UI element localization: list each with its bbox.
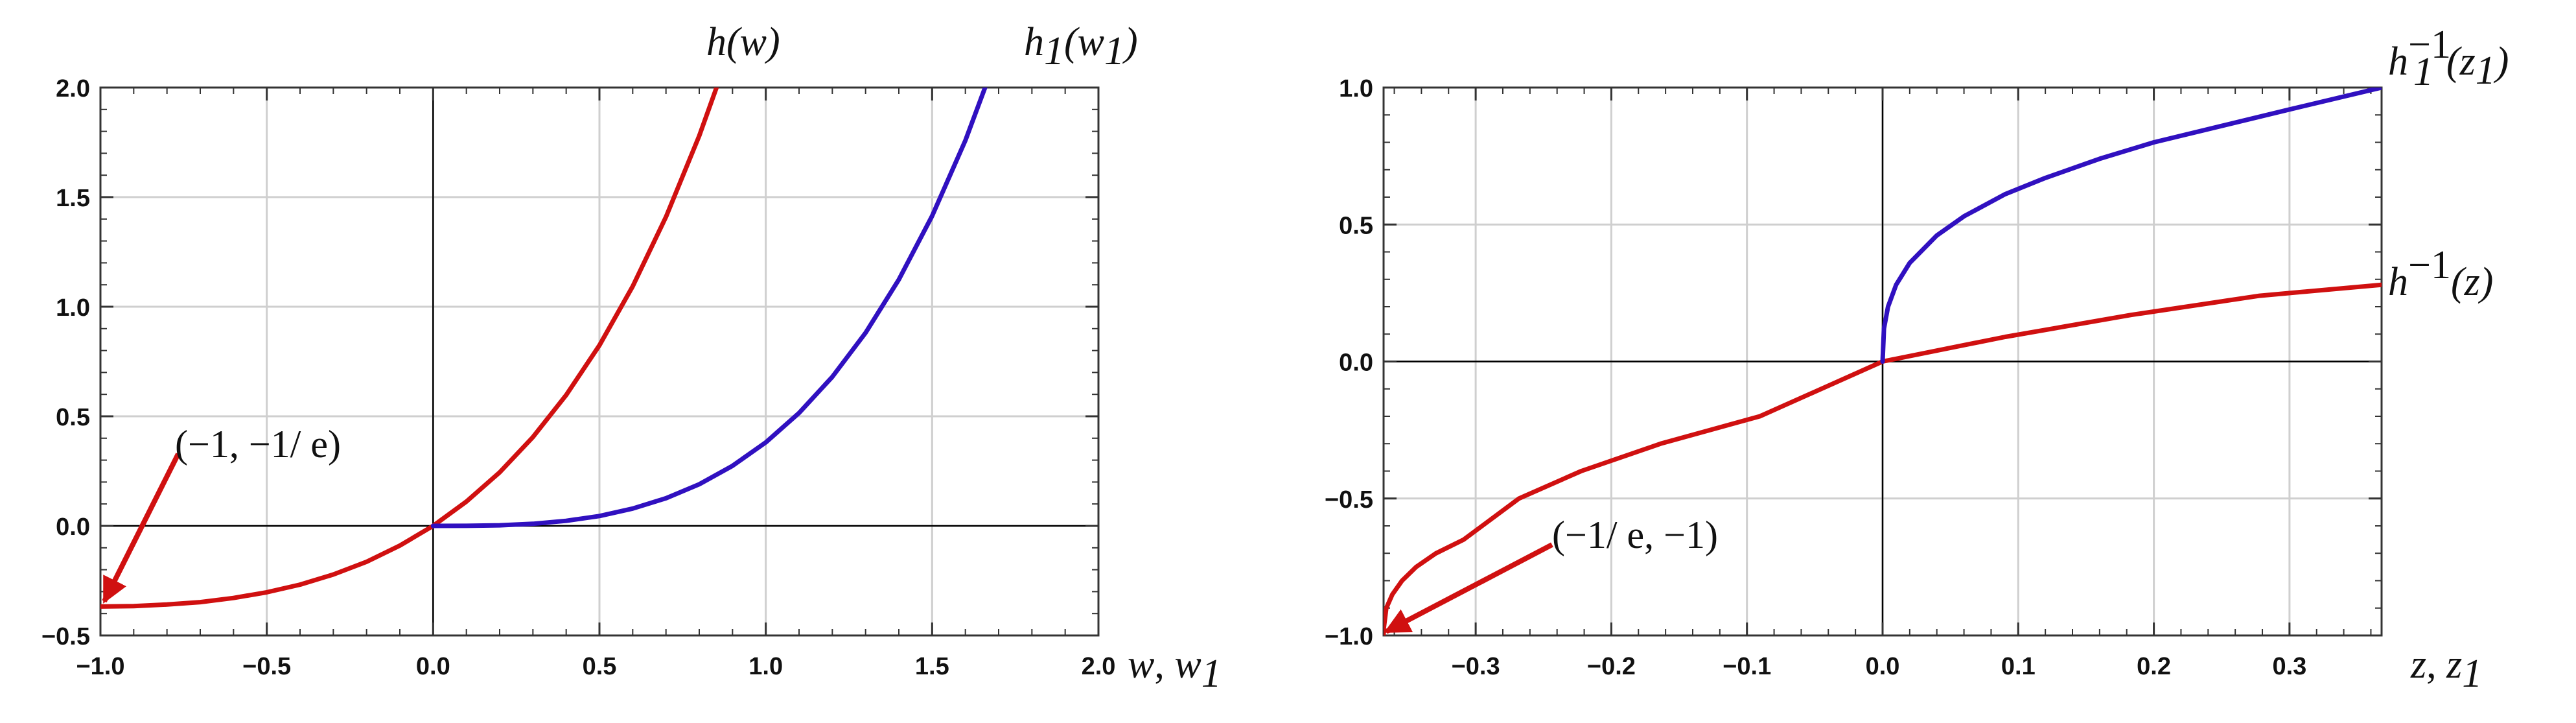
y-tick-label: 1.0 [56, 294, 90, 322]
x-tick-label: −0.2 [1587, 653, 1636, 680]
y-tick-label: −0.5 [1325, 486, 1373, 514]
right-plot: −0.3 −0.2 −0.1 0.0 0.1 0.2 0.3 −1.0 −0.5 0.0 0.5 1.… [1325, 23, 2509, 696]
x-tick-label: −0.1 [1723, 653, 1771, 680]
x-tick-label: 0.0 [416, 653, 450, 680]
y-tick-label: −1.0 [1325, 623, 1373, 650]
grid [99, 86, 1100, 637]
annotation-label: (−1, −1/ e) [175, 423, 341, 466]
x-tick-label: 0.2 [2137, 653, 2171, 680]
series-label: h(w) [706, 20, 780, 64]
y-tick-label: −0.5 [41, 623, 90, 650]
y-tick-label: 0.0 [1339, 350, 1373, 377]
series-line [1880, 88, 2382, 364]
y-tick-label: 1.0 [1339, 75, 1373, 102]
series-label: h−1(z) [2388, 243, 2493, 304]
annotation-arrow [102, 453, 181, 604]
x-tick-label: 1.0 [748, 653, 783, 680]
minor-ticks [1384, 86, 2382, 637]
x-tick-label: 0.1 [2001, 653, 2036, 680]
left-plot: −1.0 −0.5 0.0 0.5 1.0 1.5 2.0 −0.5 0.0 0.5 1.0 1.5 2… [41, 20, 1222, 696]
y-tick-label: 2.0 [56, 75, 90, 102]
annotation-arrow [1384, 542, 1553, 634]
y-tick-label: 1.5 [56, 185, 90, 212]
y-tick-label: 0.5 [56, 404, 90, 431]
x-tick-label: 2.0 [1082, 653, 1116, 680]
x-tick-label: 1.5 [915, 653, 949, 680]
series-line [100, 88, 719, 609]
x-axis-label: w, w1 [1128, 643, 1222, 696]
x-tick-label: 0.0 [1866, 653, 1900, 680]
y-tick-label: 0.5 [1339, 212, 1373, 239]
x-axis-label: z, z1 [2410, 643, 2482, 696]
annotation-label: (−1/ e, −1) [1552, 514, 1718, 556]
series-label: h−1 1 (z1) [2388, 23, 2509, 94]
x-tick-label: −0.5 [242, 653, 291, 680]
series-line [1384, 282, 2382, 635]
x-tick-label: −1.0 [76, 653, 124, 680]
x-tick-label: −0.3 [1452, 653, 1500, 680]
series-label: h1(w1) [1024, 20, 1138, 73]
minor-ticks [99, 86, 1100, 637]
x-tick-label: 0.5 [583, 653, 617, 680]
series-line [430, 88, 988, 528]
x-tick-label: 0.3 [2272, 653, 2306, 680]
y-tick-label: 0.0 [56, 514, 90, 541]
